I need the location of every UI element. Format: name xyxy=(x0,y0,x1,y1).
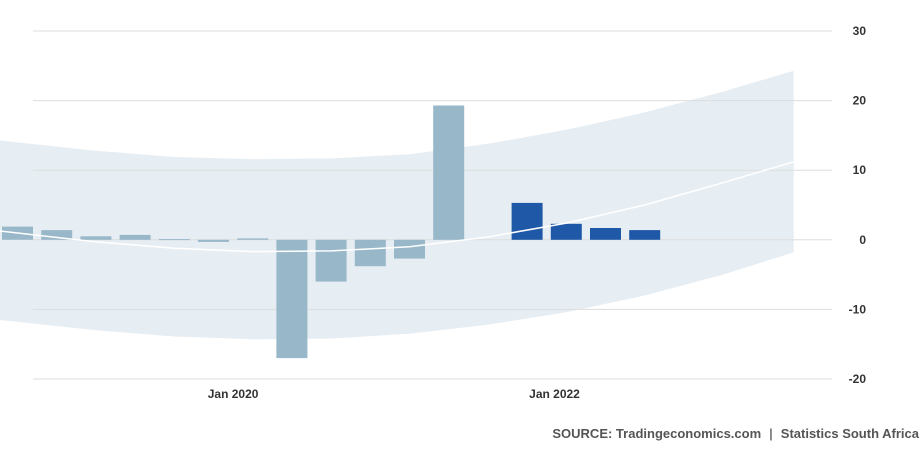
confidence-band xyxy=(0,70,794,340)
bar xyxy=(629,230,661,240)
source-separator: | xyxy=(769,426,773,441)
bar xyxy=(433,105,465,240)
source-note: SOURCE: Tradingeconomics.com | Statistics … xyxy=(552,426,919,441)
bar xyxy=(394,239,425,259)
bar xyxy=(119,234,151,240)
x-tick-label: Jan 2022 xyxy=(529,387,580,401)
bar xyxy=(198,239,229,242)
source-label: SOURCE: Tradingeconomics.com xyxy=(552,426,762,441)
x-tick-label: Jan 2020 xyxy=(208,387,259,401)
y-tick-label: -20 xyxy=(849,372,867,386)
y-tick-label: 20 xyxy=(853,94,867,108)
source-provider: Statistics South Africa xyxy=(780,426,919,441)
y-tick-label: 30 xyxy=(853,24,867,38)
bar xyxy=(590,228,621,240)
bar xyxy=(80,236,112,240)
trend-layer xyxy=(0,161,794,253)
bar xyxy=(237,238,269,240)
bar-layer xyxy=(2,105,661,359)
bar xyxy=(315,239,347,282)
x-axis: Jan 2020 Jan 2022 xyxy=(208,387,580,401)
confidence-band-layer xyxy=(0,70,794,340)
y-axis: 30 20 10 0 -10 -20 xyxy=(849,24,867,386)
chart: 30 20 10 0 -10 -20 Jan 2020 Jan 2022 xyxy=(0,24,867,401)
bar xyxy=(158,239,190,241)
trend-line xyxy=(0,161,794,253)
bar xyxy=(276,239,308,359)
y-tick-label: -10 xyxy=(849,302,867,316)
bar xyxy=(41,230,73,240)
bar xyxy=(511,202,543,240)
y-tick-label: 10 xyxy=(853,163,867,177)
y-tick-label: 0 xyxy=(859,233,866,247)
bar xyxy=(550,223,582,240)
bar xyxy=(354,239,386,267)
